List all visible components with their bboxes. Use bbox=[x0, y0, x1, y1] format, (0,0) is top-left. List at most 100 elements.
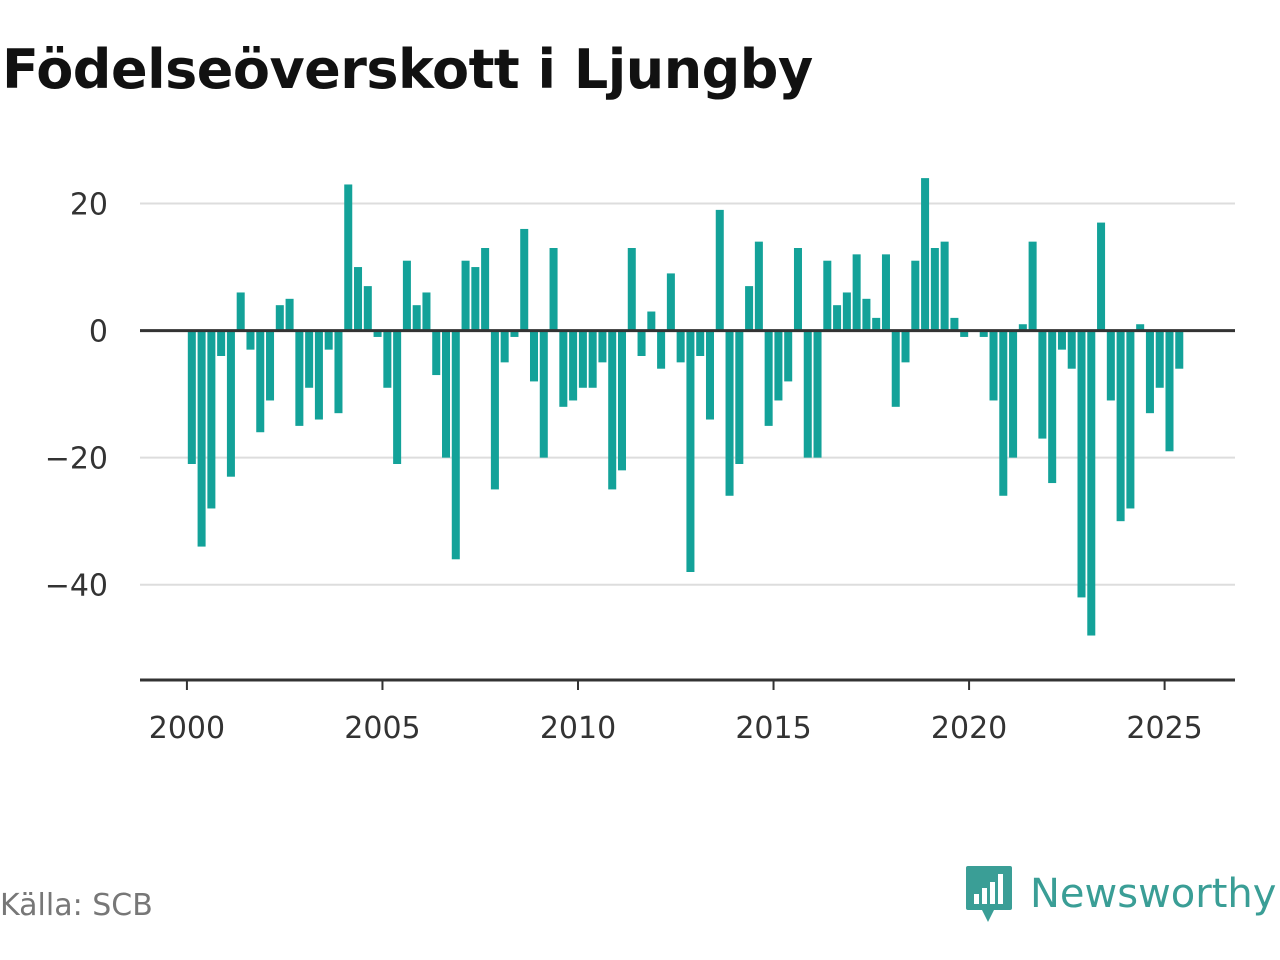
bar bbox=[1155, 330, 1164, 388]
bar bbox=[1106, 330, 1115, 401]
bar bbox=[1018, 324, 1027, 331]
bar bbox=[529, 330, 539, 382]
bar bbox=[275, 305, 284, 331]
bar bbox=[940, 241, 949, 331]
bar bbox=[1136, 324, 1145, 331]
bar-chart-speech-bubble-icon bbox=[966, 866, 1012, 922]
bar bbox=[1175, 330, 1184, 369]
bar bbox=[1165, 330, 1174, 452]
chart-title: Födelseöverskott i Ljungby bbox=[2, 38, 813, 101]
x-tick-label: 2005 bbox=[344, 711, 420, 746]
bar bbox=[461, 260, 470, 331]
bar bbox=[520, 228, 529, 331]
bar bbox=[217, 330, 226, 356]
bar bbox=[236, 292, 245, 331]
bar bbox=[412, 305, 421, 331]
bar bbox=[911, 260, 920, 331]
bar bbox=[334, 330, 343, 414]
newsworthy-logo[interactable]: Newsworthy bbox=[964, 864, 1276, 924]
bar bbox=[705, 330, 714, 420]
bar bbox=[1048, 330, 1057, 484]
bar bbox=[1087, 330, 1096, 636]
bar bbox=[314, 330, 323, 420]
bar bbox=[696, 330, 705, 356]
bar bbox=[960, 330, 969, 337]
bar bbox=[383, 330, 392, 388]
bar bbox=[1116, 330, 1125, 522]
bar bbox=[1126, 330, 1135, 509]
x-tick-label: 2025 bbox=[1126, 711, 1202, 746]
bar bbox=[950, 317, 959, 331]
bar bbox=[881, 254, 890, 331]
bar bbox=[432, 330, 441, 376]
bar bbox=[295, 330, 304, 426]
bar bbox=[500, 330, 509, 363]
bar bbox=[921, 178, 930, 331]
bar bbox=[647, 311, 656, 331]
bar bbox=[833, 305, 842, 331]
bar bbox=[451, 330, 460, 560]
bar bbox=[637, 330, 646, 356]
bar bbox=[598, 330, 607, 363]
bar bbox=[999, 330, 1008, 496]
bar bbox=[285, 298, 294, 331]
bar bbox=[246, 330, 255, 350]
x-tick-label: 2010 bbox=[540, 711, 616, 746]
bar bbox=[1077, 330, 1086, 598]
y-tick-label: −40 bbox=[45, 569, 108, 604]
bar bbox=[197, 330, 206, 547]
bar bbox=[588, 330, 597, 388]
bar bbox=[393, 330, 402, 464]
bar bbox=[666, 273, 675, 331]
bar bbox=[793, 248, 802, 331]
bar bbox=[754, 241, 763, 331]
bar bbox=[539, 330, 548, 458]
bar bbox=[344, 184, 353, 331]
y-tick-label: 0 bbox=[89, 315, 108, 350]
bar bbox=[852, 254, 861, 331]
bar bbox=[725, 330, 734, 496]
bar bbox=[774, 330, 783, 401]
bar bbox=[901, 330, 910, 363]
bar bbox=[813, 330, 822, 458]
bar bbox=[510, 330, 519, 337]
bar bbox=[608, 330, 617, 490]
bar bbox=[187, 330, 196, 464]
bar bbox=[363, 286, 372, 331]
y-axis-ticks: 20 0 −20 −40 bbox=[45, 188, 108, 604]
bar bbox=[256, 330, 265, 433]
bar bbox=[735, 330, 744, 464]
bar bbox=[1067, 330, 1076, 369]
bar bbox=[422, 292, 431, 331]
bar bbox=[481, 248, 490, 331]
x-tick-label: 2020 bbox=[931, 711, 1007, 746]
bar bbox=[490, 330, 499, 490]
bars bbox=[140, 178, 1235, 636]
bar bbox=[872, 317, 881, 331]
bar bbox=[266, 330, 275, 401]
bar bbox=[442, 330, 451, 458]
y-tick-label: −20 bbox=[45, 442, 108, 477]
bar bbox=[226, 330, 235, 477]
bar bbox=[569, 330, 578, 401]
y-tick-label: 20 bbox=[70, 188, 108, 223]
bar bbox=[1145, 330, 1154, 414]
bar bbox=[745, 286, 754, 331]
bar bbox=[207, 330, 216, 509]
bar bbox=[784, 330, 793, 382]
bar bbox=[324, 330, 333, 350]
bar bbox=[862, 298, 871, 331]
bar bbox=[930, 248, 939, 331]
bar bbox=[549, 248, 558, 331]
bar bbox=[578, 330, 587, 388]
bar bbox=[373, 330, 382, 337]
bar bbox=[842, 292, 851, 331]
bar bbox=[1028, 241, 1037, 331]
bar bbox=[1057, 330, 1066, 350]
bar bbox=[305, 330, 314, 388]
bar bbox=[617, 330, 627, 471]
x-tick-label: 2000 bbox=[149, 711, 225, 746]
bar bbox=[803, 330, 812, 458]
bar bbox=[764, 330, 773, 426]
